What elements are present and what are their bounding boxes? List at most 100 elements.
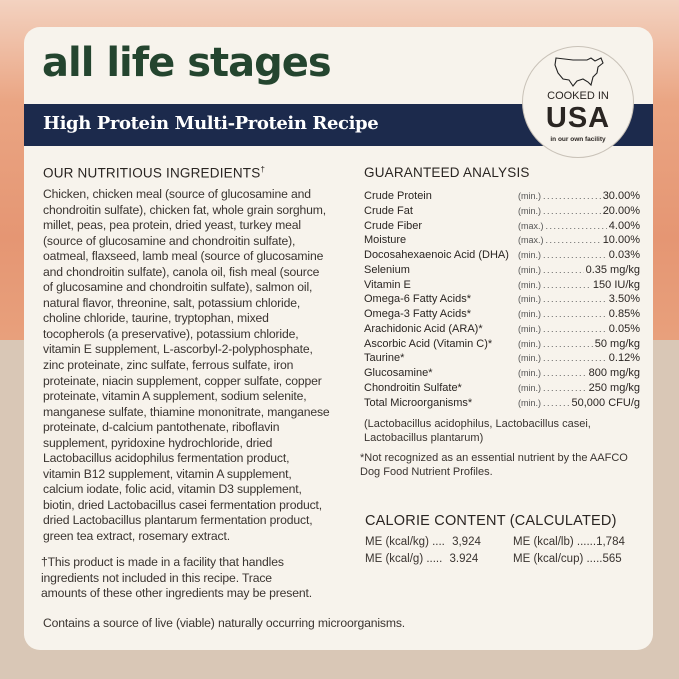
dot-leader: .............................. — [543, 205, 601, 216]
nutrient-qualifier: (min.) — [518, 309, 541, 319]
nutrient-value: 0.35 mg/kg — [585, 263, 640, 276]
nutrient-name: Crude Protein — [364, 190, 432, 202]
nutrient-name: Glucosamine* — [364, 367, 433, 379]
text-line: vitamin E supplement, L-ascorbyl-2-polyp… — [43, 342, 313, 357]
analysis-row: Omega-3 Fatty Acids* (min.)..............… — [364, 307, 640, 322]
analysis-row: Ascorbic Acid (Vitamin C)* (min.)........… — [364, 337, 640, 352]
ingredients-heading: OUR NUTRITIOUS INGREDIENTS† — [43, 165, 265, 181]
nutrient-name: Ascorbic Acid (Vitamin C)* — [364, 337, 493, 350]
organisms-list: (Lactobacillus acidophilus, Lactobacillu… — [364, 417, 591, 445]
analysis-row: Arachidonic Acid (ARA)* (min.)...........… — [364, 322, 640, 337]
text-line: (Lactobacillus acidophilus, Lactobacillu… — [364, 418, 591, 430]
nutrient-qualifier: (min.) — [518, 264, 541, 275]
nutrient-qualifier: (min.) — [518, 397, 541, 408]
nutrient-value: 4.00% — [608, 219, 640, 232]
text-line: *Not recognized as an essential nutrient… — [360, 452, 628, 464]
text-line: supplement, pyridoxine hydrochloride, dr… — [43, 435, 273, 450]
dot-leader: .............................. — [545, 220, 607, 231]
nutrient-value: 0.03% — [608, 249, 640, 261]
nutrient-name: Omega-3 Fatty Acids* — [364, 308, 471, 320]
nutrient-value: 50 mg/kg — [594, 337, 640, 350]
nutrient-qualifier: (min.) — [518, 382, 541, 393]
text-line: proteinate, niacin supplement, copper su… — [43, 373, 322, 388]
analysis-row: Omega-6 Fatty Acids* (min.)..............… — [364, 292, 640, 307]
nutrient-value: 30.00% — [602, 190, 640, 202]
badge-line1: COOKED IN — [547, 90, 609, 102]
nutrient-qualifier: (min.) — [518, 191, 541, 201]
page-title: all life stages — [42, 40, 332, 86]
text-line: natural flavor, threonine, salt, potassi… — [43, 295, 301, 310]
text-line: millet, peas, pea protein, dried yeast, … — [43, 218, 301, 233]
calorie-value: 1,784 — [596, 536, 625, 548]
calorie-item: ME (kcal/kg) .... 3,924 — [365, 536, 481, 548]
dot-leader: .............................. — [543, 397, 570, 408]
text-line: Lactobacillus acidophilus fermentation p… — [43, 451, 290, 466]
analysis-row: Chondroitin Sulfate* (min.)..............… — [364, 381, 640, 396]
analysis-row: Total Microorganisms* (min.).............… — [364, 396, 640, 411]
analysis-row: Crude Fat (min.).........................… — [364, 204, 640, 219]
text-line: calcium iodate, folic acid, vitamin D3 s… — [43, 482, 302, 497]
nutrient-qualifier: (min.) — [518, 250, 541, 260]
aafco-note: *Not recognized as an essential nutrient… — [360, 451, 628, 479]
dot-leader: .............................. — [543, 191, 601, 201]
nutrient-qualifier: (min.) — [518, 338, 541, 349]
nutrient-value: 150 IU/kg — [592, 278, 640, 291]
cooked-in-usa-badge: COOKED IN USA in our own facility — [522, 46, 634, 158]
nutrient-qualifier: (min.) — [518, 323, 541, 334]
dot-leader: .............................. — [545, 235, 601, 246]
text-line: choline chloride, taurine, tryptophan, m… — [43, 311, 269, 326]
nutrient-qualifier: (min.) — [518, 205, 541, 216]
nutrient-value: 3.50% — [608, 293, 640, 306]
analysis-row: Vitamin E (min.).........................… — [364, 278, 640, 293]
dot-leader: .............................. — [543, 309, 607, 319]
text-line: vitamin B12 supplement, vitamin A supple… — [43, 466, 292, 481]
text-line: zinc proteinate, zinc sulfate, ferrous s… — [43, 358, 294, 373]
analysis-row: Moisture (max.)..........................… — [364, 233, 640, 248]
nutrient-qualifier: (max.) — [518, 220, 544, 231]
dot-leader: .............................. — [543, 264, 584, 275]
calorie-label: ME (kcal/kg) — [365, 536, 429, 548]
calorie-value: 3.924 — [449, 553, 479, 565]
text-line: ingredients not included in this recipe.… — [41, 570, 272, 585]
text-line: proteinate, d-calcium pantothenate, ribo… — [43, 420, 280, 435]
calorie-value: 3,924 — [452, 536, 481, 548]
dot-leader: .............................. — [543, 323, 607, 334]
calorie-label: ME (kcal/lb) — [513, 536, 574, 548]
nutrient-name: Selenium — [364, 263, 410, 276]
calorie-heading: CALORIE CONTENT (CALCULATED) — [365, 513, 617, 529]
calorie-value: 565 — [602, 553, 622, 565]
text-line: and chondroitin sulfate), canola oil, fi… — [43, 264, 320, 279]
nutrient-value: 0.05% — [608, 322, 640, 335]
analysis-row: Crude Fiber (max.).......................… — [364, 219, 640, 234]
text-line: proteinate, vitamin A supplement, sodium… — [43, 389, 307, 404]
dot-leader: .............................. — [543, 338, 593, 349]
nutrient-name: Moisture — [364, 234, 407, 247]
nutrient-value: 50,000 CFU/g — [571, 396, 640, 409]
text-line: manganese sulfate, thiamine mononitrate,… — [43, 404, 330, 419]
nutrient-name: Total Microorganisms* — [364, 396, 473, 409]
ingredients-list: Chicken, chicken meal (source of glucosa… — [43, 187, 330, 545]
usa-map-icon — [554, 57, 604, 87]
recipe-name: High Protein Multi-Protein Recipe — [43, 113, 379, 134]
badge-line3: in our own facility — [550, 136, 606, 143]
analysis-row: Glucosamine* (min.)......................… — [364, 366, 640, 381]
nutrient-name: Docosahexaenoic Acid (DHA) — [364, 249, 509, 261]
text-line: of glucosamine and chondroitin sulfate),… — [43, 280, 313, 295]
text-line: biotin, dried Lactobacillus casei fermen… — [43, 497, 322, 512]
nutrient-name: Omega-6 Fatty Acids* — [364, 293, 471, 306]
analysis-row: Taurine* (min.)..........................… — [364, 351, 640, 366]
ingredients-heading-text: OUR NUTRITIOUS INGREDIENTS — [43, 165, 261, 181]
guaranteed-analysis-table: Crude Protein (min.).....................… — [364, 189, 640, 410]
text-line: tocopherols (a preservative), potassium … — [43, 326, 299, 341]
nutrient-value: 10.00% — [602, 234, 640, 247]
nutrient-qualifier: (min.) — [518, 368, 541, 378]
text-line: †This product is made in a facility that… — [41, 555, 284, 569]
analysis-row: Crude Protein (min.).....................… — [364, 189, 640, 204]
nutrient-qualifier: (min.) — [518, 279, 541, 290]
analysis-heading: GUARANTEED ANALYSIS — [364, 165, 530, 180]
text-line: oatmeal, flaxseed, lamb meal (source of … — [43, 249, 324, 264]
calorie-item: ME (kcal/cup) .....565 — [513, 553, 622, 565]
dagger-mark: † — [260, 165, 266, 174]
nutrient-name: Vitamin E — [364, 278, 411, 291]
dot-leader: .............................. — [543, 279, 591, 290]
